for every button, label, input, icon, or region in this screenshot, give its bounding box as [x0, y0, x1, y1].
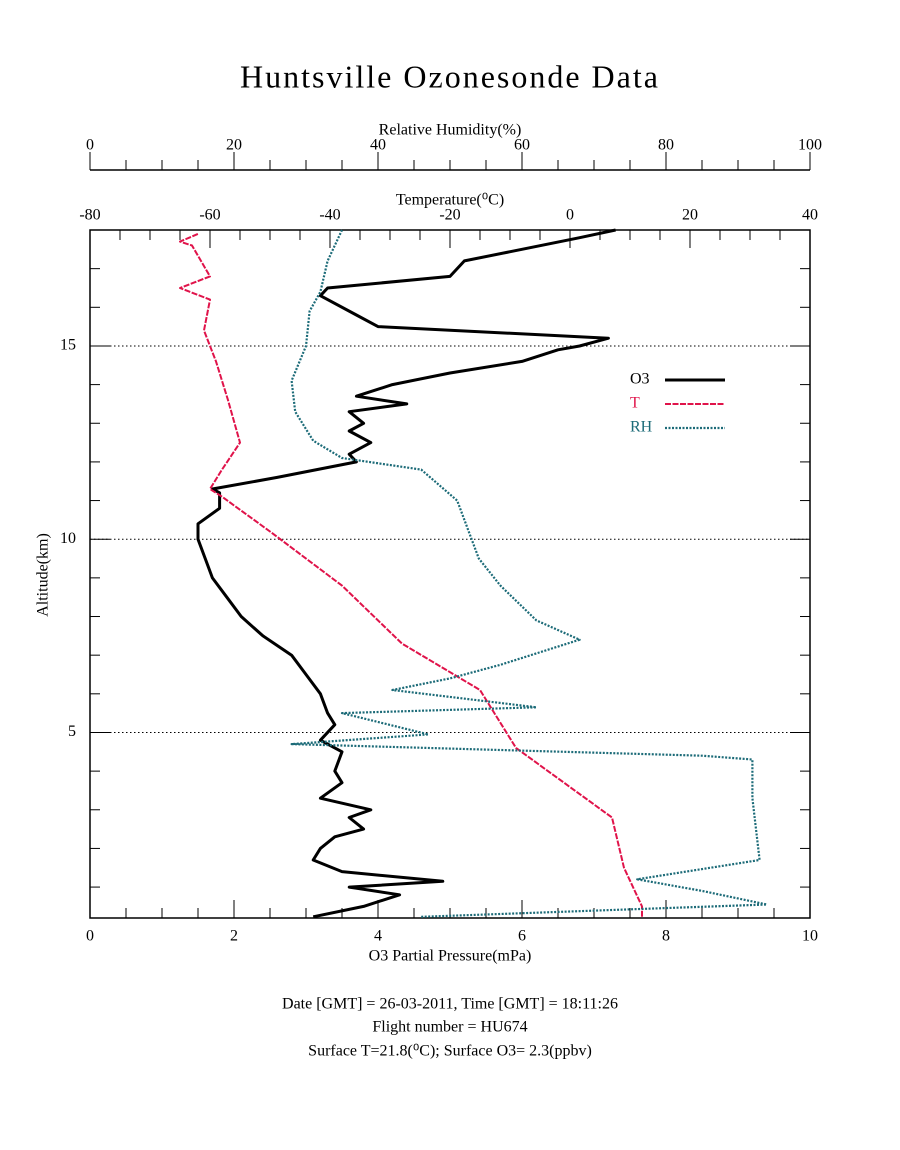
legend-label: O3 — [630, 371, 650, 388]
o3-axis-title: O3 Partial Pressure(mPa) — [369, 948, 532, 965]
chart-title: Huntsville Ozonesonde Data — [240, 58, 660, 94]
series-line — [196, 228, 616, 919]
t-tick-label: -40 — [319, 207, 340, 224]
t-tick-label: -20 — [439, 207, 460, 224]
series-line — [179, 232, 643, 917]
o3-tick-label: 2 — [230, 928, 238, 945]
t-tick-label: -60 — [199, 207, 220, 224]
rh-tick-label: 100 — [798, 137, 822, 154]
rh-tick-label: 40 — [370, 137, 386, 154]
legend-label: RH — [630, 419, 653, 436]
y-axis-title: Altitude(km) — [35, 533, 52, 617]
series-line — [290, 229, 768, 918]
o3-tick-label: 0 — [86, 928, 94, 945]
o3-tick-label: 4 — [374, 928, 382, 945]
footer-line: Date [GMT] = 26-03-2011, Time [GMT] = 18… — [282, 996, 618, 1013]
rh-tick-label: 20 — [226, 137, 242, 154]
t-tick-label: -80 — [79, 207, 100, 224]
y-tick-label: 10 — [60, 530, 76, 547]
rh-tick-label: 60 — [514, 137, 530, 154]
o3-tick-label: 8 — [662, 928, 670, 945]
t-axis-title: Temperature(⁰C) — [396, 192, 504, 209]
legend-label: T — [630, 395, 640, 412]
t-tick-label: 0 — [566, 207, 574, 224]
rh-axis-title: Relative Humidity(%) — [379, 122, 522, 139]
o3-tick-label: 6 — [518, 928, 526, 945]
footer-line: Flight number = HU674 — [372, 1019, 527, 1036]
o3-tick-label: 10 — [802, 928, 818, 945]
t-tick-label: 20 — [682, 207, 698, 224]
plot-frame — [89, 229, 811, 919]
footer-line: Surface T=21.8(⁰C); Surface O3= 2.3(ppbv… — [308, 1043, 592, 1060]
rh-tick-label: 0 — [86, 137, 94, 154]
rh-tick-label: 80 — [658, 137, 674, 154]
y-tick-label: 5 — [68, 723, 76, 740]
t-tick-label: 40 — [802, 207, 818, 224]
y-tick-label: 15 — [60, 337, 76, 354]
